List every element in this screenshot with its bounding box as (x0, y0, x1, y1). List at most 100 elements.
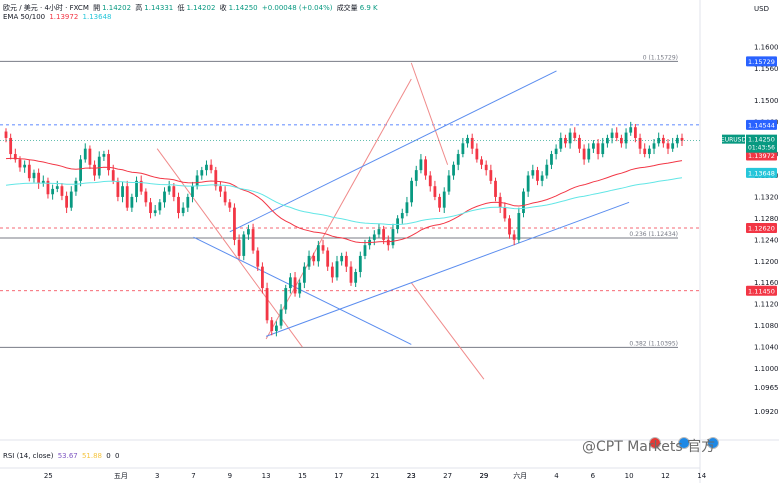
candle (494, 180, 497, 197)
ema-legend[interactable]: EMA 50/100 1.13972 1.13648 (3, 13, 113, 21)
candle (330, 266, 334, 278)
y-tick-label: 1.12800 (754, 215, 779, 223)
candle (531, 170, 535, 176)
symbol-header: 欧元 / 美元 · 4小时 · FXCM 開 1.14202 高 1.14331 低… (3, 3, 380, 13)
price-badge (746, 56, 777, 67)
candle (438, 196, 441, 208)
candle (540, 175, 544, 181)
candle (643, 148, 647, 155)
candle (69, 191, 73, 208)
price-badge-label: 1.15729 (748, 58, 775, 66)
candle (4, 131, 8, 138)
x-tick-label: 21 (371, 472, 380, 480)
candle (554, 148, 558, 155)
candle (550, 154, 553, 165)
candle (461, 143, 465, 155)
candle (195, 175, 199, 187)
candle (37, 172, 41, 184)
y-tick-label: 1.11600 (754, 279, 779, 287)
candle (601, 143, 605, 155)
candle (522, 191, 525, 214)
candle (592, 143, 595, 149)
candle (316, 245, 320, 262)
low-value: 1.14202 (186, 4, 216, 12)
candle (675, 137, 679, 144)
candle (652, 143, 656, 149)
price-badge-label: 1.11450 (748, 287, 775, 295)
volume-value: 6.9 K (359, 4, 378, 12)
candle (424, 159, 427, 176)
x-tick-label: 13 (262, 472, 271, 480)
ema100-line (5, 177, 683, 225)
x-tick-label: 3 (155, 472, 159, 480)
event-flag-icon[interactable] (707, 437, 720, 449)
close-label: 收 (219, 4, 227, 12)
candle (125, 186, 129, 208)
candle (270, 320, 274, 331)
y-tick-label: 1.13200 (754, 193, 779, 201)
candle (41, 180, 45, 184)
candle (200, 170, 204, 176)
trendline (410, 62, 449, 165)
rsi-legend[interactable]: RSI (14, close) 53.67 51.88 0 0 (3, 452, 121, 460)
candle (428, 175, 432, 187)
candle (191, 186, 194, 197)
rsi-ma-value: 51.88 (81, 452, 103, 460)
candle (326, 250, 330, 267)
candle (74, 180, 78, 192)
candle (582, 148, 586, 160)
candle (186, 196, 190, 208)
candle (237, 239, 241, 256)
trendline (193, 236, 412, 345)
price-badge (746, 119, 777, 130)
candle (97, 156, 101, 176)
candle (377, 229, 381, 235)
event-flag-icon[interactable] (649, 437, 661, 449)
candle (307, 255, 311, 267)
symbol-title[interactable]: 欧元 / 美元 · 4小时 · FXCM (3, 4, 89, 12)
y-tick-label: 1.15000 (754, 97, 779, 105)
candle (354, 272, 358, 283)
candle (302, 266, 306, 283)
candle (177, 196, 180, 214)
candle (382, 229, 386, 240)
candle (247, 229, 250, 235)
x-tick-label: 27 (443, 472, 452, 480)
candle (88, 148, 92, 165)
event-flag-icon[interactable] (678, 437, 691, 449)
watermark: @CPT Markets 官方 (582, 439, 716, 455)
y-tick-label: 1.10400 (754, 344, 779, 352)
event-flags[interactable] (649, 434, 731, 453)
candle (400, 213, 404, 219)
candle (372, 234, 376, 240)
y-tick-label: 1.10000 (754, 365, 779, 373)
candle (596, 143, 600, 155)
candle (633, 127, 637, 138)
x-tick-label: 9 (228, 472, 232, 480)
candle (298, 282, 302, 294)
candle (223, 191, 227, 203)
candle (167, 186, 171, 192)
trendline (265, 201, 630, 337)
currency-label: USD (754, 5, 769, 13)
candle (629, 127, 633, 133)
candle (433, 186, 437, 197)
candle (610, 132, 614, 138)
y-tick-label: 1.09200 (754, 408, 779, 416)
candle (261, 266, 264, 289)
candle (638, 137, 642, 149)
candle (396, 218, 400, 230)
candle (139, 180, 143, 192)
candle (233, 207, 236, 240)
volume-label: 成交量 (336, 4, 358, 12)
candle (358, 255, 362, 273)
x-tick-label: 29 (479, 472, 488, 480)
close-value: 1.14250 (228, 4, 258, 12)
current-price-badge (746, 134, 777, 153)
candle (624, 132, 628, 144)
candle (172, 186, 176, 197)
candle (79, 159, 82, 181)
candle (405, 202, 409, 214)
x-tick-label: 6 (591, 472, 596, 480)
